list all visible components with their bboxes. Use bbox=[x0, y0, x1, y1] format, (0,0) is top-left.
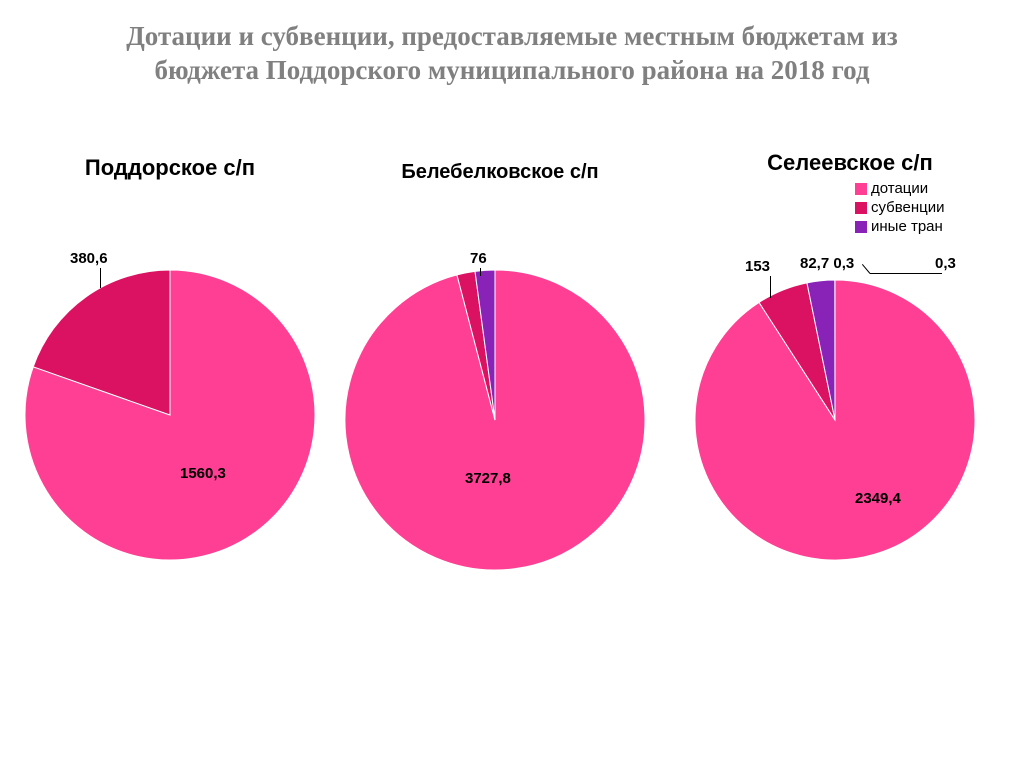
chart-title-1: Поддорское с/п bbox=[40, 155, 300, 181]
chart-title-3: Селеевское с/п bbox=[720, 150, 980, 176]
data-label: 2349,4 bbox=[855, 490, 901, 507]
legend: дотации субвенции иные тран bbox=[855, 180, 945, 237]
legend-label: иные тран bbox=[871, 218, 943, 235]
data-label: 82,7 0,3 bbox=[800, 255, 854, 272]
pie-chart-3 bbox=[695, 280, 975, 565]
pie-svg bbox=[25, 270, 315, 560]
data-label: 153 bbox=[745, 258, 770, 275]
leader-line bbox=[480, 268, 481, 276]
data-label: 3727,8 bbox=[465, 470, 511, 487]
pie-svg bbox=[345, 270, 645, 570]
leader-line bbox=[100, 268, 101, 288]
pie-svg bbox=[695, 280, 975, 560]
legend-swatch-icon bbox=[855, 221, 867, 233]
legend-item: субвенции bbox=[855, 199, 945, 216]
page: Дотации и субвенции, предоставляемые мес… bbox=[0, 0, 1024, 767]
legend-swatch-icon bbox=[855, 183, 867, 195]
legend-label: субвенции bbox=[871, 199, 945, 216]
leader-line bbox=[770, 276, 771, 298]
legend-label: дотации bbox=[871, 180, 928, 197]
chart-title-2: Белебелковское с/п bbox=[370, 160, 630, 184]
pie-chart-2 bbox=[345, 270, 645, 575]
leader-line bbox=[862, 264, 870, 274]
legend-item: иные тран bbox=[855, 218, 945, 235]
data-label: 380,6 bbox=[70, 250, 108, 267]
legend-swatch-icon bbox=[855, 202, 867, 214]
leader-line bbox=[870, 273, 942, 274]
data-label: 0,3 bbox=[935, 255, 956, 272]
data-label: 76 bbox=[470, 250, 487, 267]
data-label: 1560,3 bbox=[180, 465, 226, 482]
legend-item: дотации bbox=[855, 180, 945, 197]
page-title: Дотации и субвенции, предоставляемые мес… bbox=[0, 20, 1024, 88]
pie-chart-1 bbox=[25, 270, 315, 565]
